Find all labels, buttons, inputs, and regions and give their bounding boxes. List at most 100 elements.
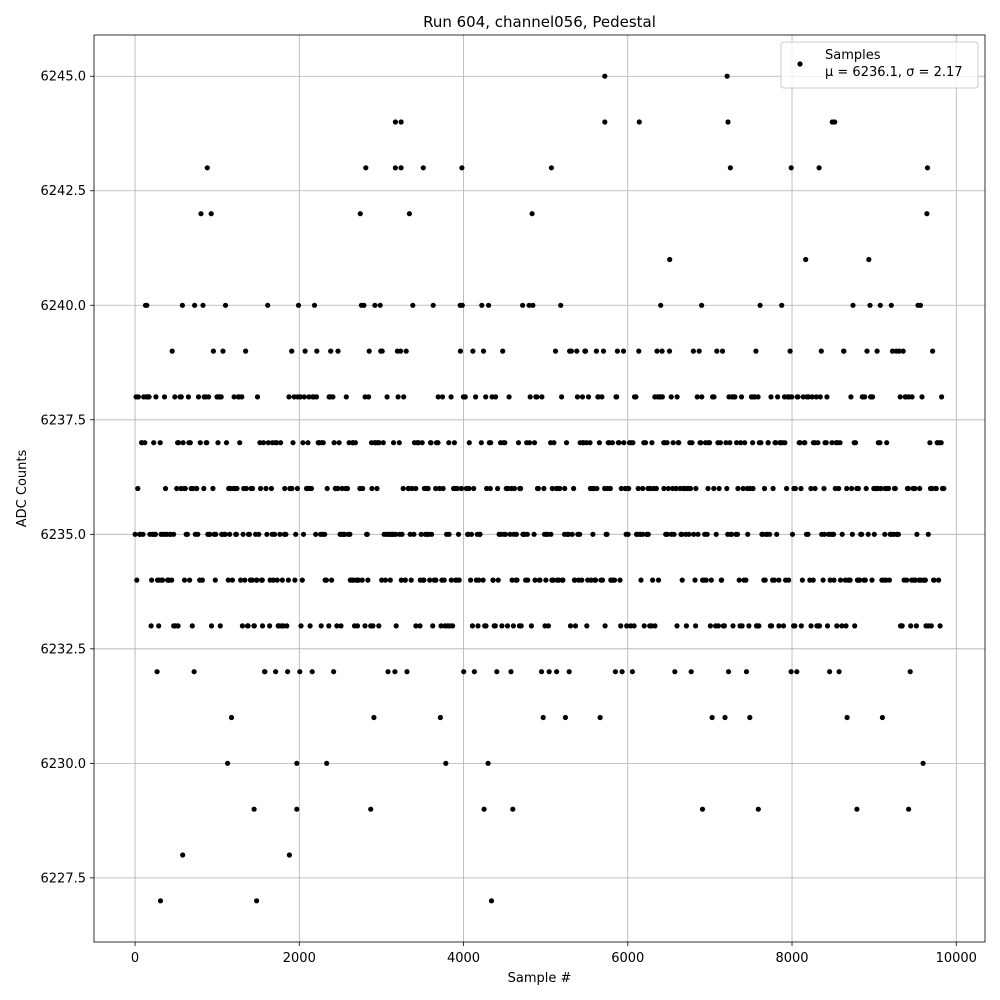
data-point [352, 440, 358, 446]
data-point [187, 440, 193, 446]
data-point [792, 485, 799, 492]
data-point [455, 531, 462, 537]
y-tick-label: 6230.0 [41, 757, 87, 772]
data-point [927, 440, 933, 446]
data-point [208, 211, 214, 217]
data-point [914, 531, 920, 537]
data-point [541, 485, 547, 492]
data-point [239, 623, 245, 629]
data-point [747, 714, 753, 721]
data-point [552, 348, 559, 354]
data-point [673, 485, 679, 492]
data-point [640, 485, 646, 492]
data-point [780, 623, 787, 629]
data-point [630, 440, 636, 446]
data-point [246, 531, 252, 537]
data-point [924, 165, 931, 171]
data-point [602, 73, 608, 79]
data-point [142, 440, 148, 446]
data-point [920, 760, 926, 766]
data-point [841, 348, 847, 354]
data-point [850, 302, 856, 308]
data-point [654, 348, 660, 354]
data-point [705, 485, 711, 492]
data-point [360, 485, 366, 492]
data-point [863, 485, 869, 492]
data-point [154, 669, 160, 675]
data-point [437, 714, 443, 721]
data-point [459, 165, 465, 171]
data-point [787, 348, 793, 354]
data-point [289, 485, 295, 492]
data-point [443, 760, 449, 766]
data-point [661, 485, 667, 492]
data-point [179, 302, 185, 308]
data-point [809, 394, 815, 400]
data-point [666, 348, 673, 354]
data-point [539, 394, 545, 400]
data-point [469, 623, 475, 629]
data-point [284, 623, 290, 629]
data-point [597, 714, 603, 721]
data-point [719, 577, 725, 583]
data-point [257, 485, 264, 492]
data-point [262, 669, 268, 675]
data-point [572, 577, 578, 583]
data-point [698, 440, 704, 446]
data-point [313, 531, 319, 537]
data-point [308, 485, 314, 492]
data-point [832, 119, 838, 125]
data-point [192, 302, 198, 308]
data-point [298, 623, 304, 629]
data-point [390, 440, 397, 446]
data-point [509, 577, 515, 583]
data-point [185, 394, 191, 400]
data-point [664, 440, 670, 446]
data-point [699, 394, 705, 400]
data-point [653, 485, 660, 492]
data-point [468, 531, 475, 537]
data-point [402, 577, 408, 583]
data-point [864, 348, 870, 354]
data-point [300, 440, 306, 446]
data-point [839, 623, 845, 629]
data-point [725, 119, 731, 125]
data-point [788, 669, 794, 675]
data-point [773, 440, 779, 446]
data-point [265, 302, 271, 308]
data-point [659, 394, 666, 400]
data-point [265, 440, 271, 446]
data-point [798, 485, 804, 492]
data-point [295, 302, 302, 308]
data-point [376, 623, 382, 629]
data-point [904, 577, 910, 583]
data-point [301, 394, 307, 400]
data-point [877, 302, 883, 308]
data-point [515, 440, 522, 446]
data-point [417, 623, 423, 629]
data-point [695, 531, 701, 537]
data-point [738, 440, 744, 446]
data-point [227, 531, 233, 537]
data-point [481, 806, 487, 812]
data-point [237, 440, 243, 446]
data-point [286, 394, 292, 400]
data-point [184, 531, 190, 537]
data-point [387, 577, 393, 583]
data-point [624, 623, 630, 629]
data-point [212, 577, 218, 583]
data-point [395, 394, 401, 400]
data-point [200, 302, 206, 308]
data-point [679, 577, 685, 583]
data-point [652, 623, 658, 629]
data-point [448, 394, 454, 400]
data-point [917, 485, 923, 492]
data-point [933, 485, 939, 492]
data-point [268, 485, 274, 492]
data-point [182, 485, 188, 492]
data-point [676, 440, 682, 446]
data-point [363, 165, 369, 171]
data-point [531, 531, 537, 537]
data-point [727, 440, 733, 446]
data-point [285, 669, 291, 675]
